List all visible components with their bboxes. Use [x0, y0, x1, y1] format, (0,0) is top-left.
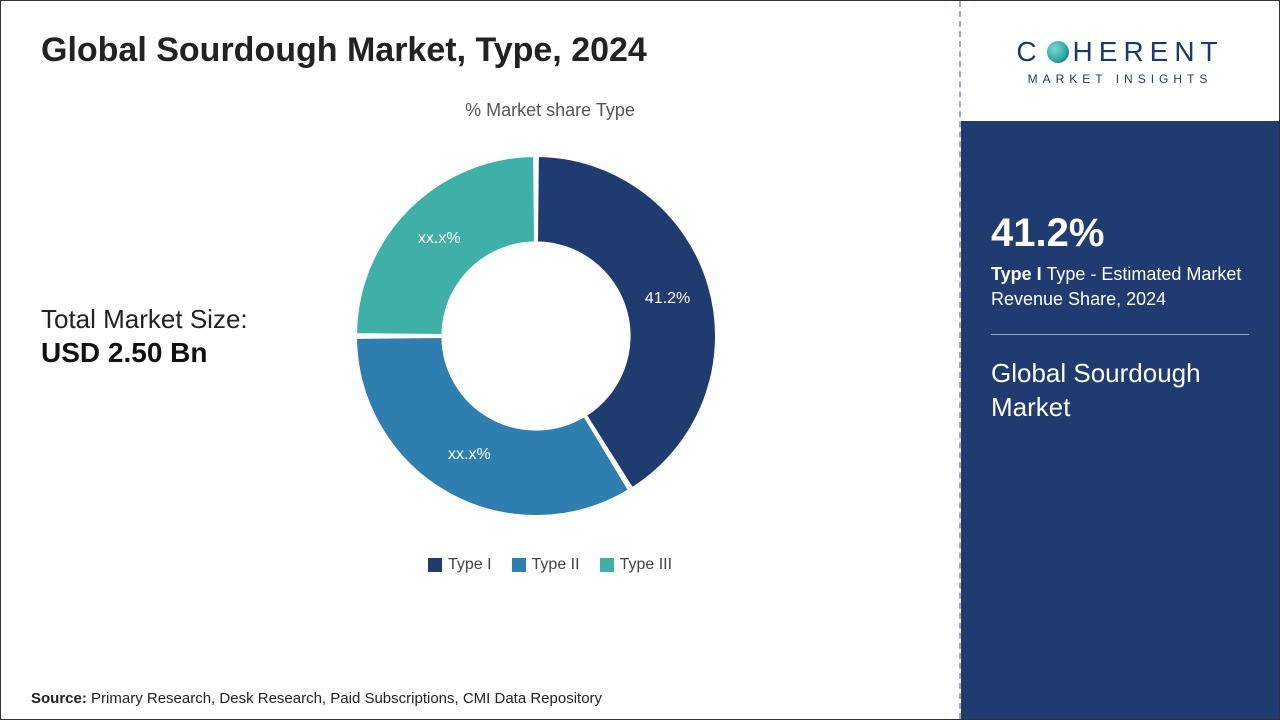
main-area: Global Sourdough Market, Type, 2024 % Ma…: [1, 1, 959, 719]
legend-label: Type III: [620, 556, 672, 574]
legend-label: Type I: [448, 556, 492, 574]
infographic-frame: Global Sourdough Market, Type, 2024 % Ma…: [0, 0, 1280, 720]
stat-title: Global Sourdough Market: [991, 357, 1249, 425]
legend-swatch: [600, 558, 614, 572]
slice-label: xx.x%: [448, 446, 491, 464]
logo-sub: MARKET INSIGHTS: [1016, 72, 1223, 86]
market-size-label: Total Market Size:: [41, 303, 331, 337]
donut-chart: 41.2% xx.x% xx.x%: [331, 131, 741, 541]
stat-desc-bold: Type I: [991, 264, 1042, 284]
market-size-block: Total Market Size: USD 2.50 Bn: [41, 303, 331, 369]
page-title: Global Sourdough Market, Type, 2024: [41, 31, 939, 70]
chart-subtitle: % Market share Type: [161, 100, 939, 121]
source-line: Source: Primary Research, Desk Research,…: [31, 690, 602, 707]
globe-icon: [1047, 41, 1069, 63]
logo-pre: C: [1016, 36, 1042, 68]
source-label: Source:: [31, 690, 87, 707]
divider: [991, 334, 1249, 335]
logo-main: C HERENT: [1016, 36, 1223, 68]
legend-swatch: [428, 558, 442, 572]
slice-label: 41.2%: [645, 290, 690, 308]
logo: C HERENT MARKET INSIGHTS: [961, 1, 1279, 121]
market-size-value: USD 2.50 Bn: [41, 337, 331, 369]
content-row: Total Market Size: USD 2.50 Bn 41.2% xx.x…: [41, 131, 939, 541]
legend-swatch: [512, 558, 526, 572]
slice-label: xx.x%: [418, 230, 461, 248]
stat-description: Type I Type - Estimated Market Revenue S…: [991, 262, 1249, 312]
legend-item: Type II: [512, 556, 580, 574]
source-text: Primary Research, Desk Research, Paid Su…: [91, 690, 602, 707]
side-panel: C HERENT MARKET INSIGHTS 41.2% Type I Ty…: [959, 1, 1279, 719]
donut-slice: [356, 337, 629, 516]
stat-value: 41.2%: [991, 211, 1249, 256]
logo-post: HERENT: [1073, 36, 1224, 68]
legend-item: Type I: [428, 556, 492, 574]
donut-svg: [331, 131, 741, 541]
legend-label: Type II: [532, 556, 580, 574]
chart-legend: Type I Type II Type III: [161, 556, 939, 577]
legend-item: Type III: [600, 556, 672, 574]
stat-panel: 41.2% Type I Type - Estimated Market Rev…: [961, 121, 1279, 719]
